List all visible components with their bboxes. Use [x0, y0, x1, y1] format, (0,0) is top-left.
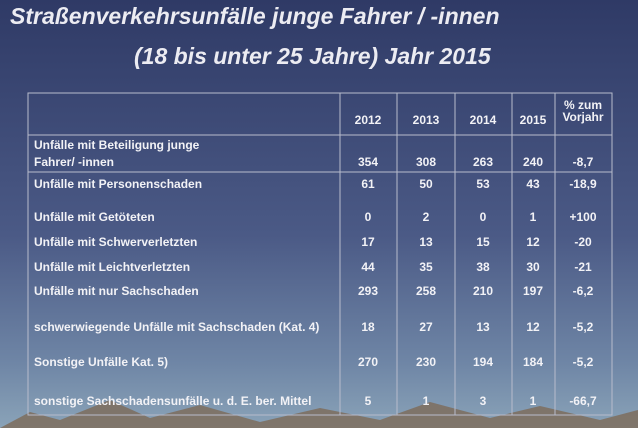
cell-value: 197 [523, 284, 543, 298]
column-header: 2014 [470, 113, 497, 127]
cell-value: -5,2 [573, 320, 594, 334]
cell-value: 1 [423, 394, 430, 408]
cell-value: -6,2 [573, 284, 594, 298]
cell-value: 30 [526, 260, 540, 274]
cell-value: 53 [476, 177, 490, 191]
cell-value: 43 [526, 177, 540, 191]
cell-value: 5 [365, 394, 372, 408]
row-label: Sonstige Unfälle Kat. 5) [34, 355, 168, 369]
cell-value: 263 [473, 155, 493, 169]
cell-value: 13 [476, 320, 490, 334]
cell-value: -8,7 [573, 155, 594, 169]
cell-value: -21 [574, 260, 592, 274]
title-line: (18 bis unter 25 Jahre) Jahr 2015 [134, 43, 492, 69]
column-header: Vorjahr [562, 110, 603, 124]
cell-value: 18 [361, 320, 375, 334]
cell-value: 308 [416, 155, 436, 169]
cell-value: -5,2 [573, 355, 594, 369]
cell-value: -66,7 [569, 394, 597, 408]
column-header: % zum [564, 98, 602, 112]
cell-value: 2 [423, 210, 430, 224]
cell-value: 12 [526, 320, 540, 334]
cell-value: 61 [361, 177, 375, 191]
cell-value: 1 [530, 394, 537, 408]
cell-value: 230 [416, 355, 436, 369]
column-header: 2013 [413, 113, 440, 127]
cell-value: 0 [480, 210, 487, 224]
cell-value: 293 [358, 284, 378, 298]
cell-value: 3 [480, 394, 487, 408]
row-label: sonstige Sachschadensunfälle u. d. E. be… [34, 394, 311, 408]
cell-value: 27 [419, 320, 433, 334]
cell-value: 35 [419, 260, 433, 274]
row-label: Unfälle mit Beteiligung junge [34, 138, 200, 152]
cell-value: +100 [569, 210, 596, 224]
cell-value: 184 [523, 355, 543, 369]
cell-value: 270 [358, 355, 378, 369]
cell-value: 240 [523, 155, 543, 169]
column-header: 2012 [355, 113, 382, 127]
cell-value: 44 [361, 260, 375, 274]
column-header: 2015 [520, 113, 547, 127]
row-label: Unfälle mit Leichtverletzten [34, 260, 190, 274]
cell-value: 1 [530, 210, 537, 224]
row-label: Unfälle mit nur Sachschaden [34, 284, 199, 298]
cell-value: -20 [574, 235, 592, 249]
cell-value: 13 [419, 235, 433, 249]
cell-value: 258 [416, 284, 436, 298]
cell-value: 0 [365, 210, 372, 224]
row-label: Unfälle mit Personenschaden [34, 177, 202, 191]
cell-value: 17 [361, 235, 375, 249]
cell-value: 38 [476, 260, 490, 274]
cell-value: 354 [358, 155, 378, 169]
cell-value: 12 [526, 235, 540, 249]
row-label: Fahrer/ -innen [34, 155, 114, 169]
cell-value: 210 [473, 284, 493, 298]
cell-value: -18,9 [569, 177, 597, 191]
cell-value: 50 [419, 177, 433, 191]
title-line: Straßenverkehrsunfälle junge Fahrer / -i… [10, 3, 500, 29]
row-label: Unfälle mit Getöteten [34, 210, 155, 224]
cell-value: 15 [476, 235, 490, 249]
row-label: schwerwiegende Unfälle mit Sachschaden (… [34, 320, 319, 334]
mountains [0, 400, 638, 428]
table-grid [27, 92, 613, 416]
row-label: Unfälle mit Schwerverletzten [34, 235, 197, 249]
cell-value: 194 [473, 355, 493, 369]
